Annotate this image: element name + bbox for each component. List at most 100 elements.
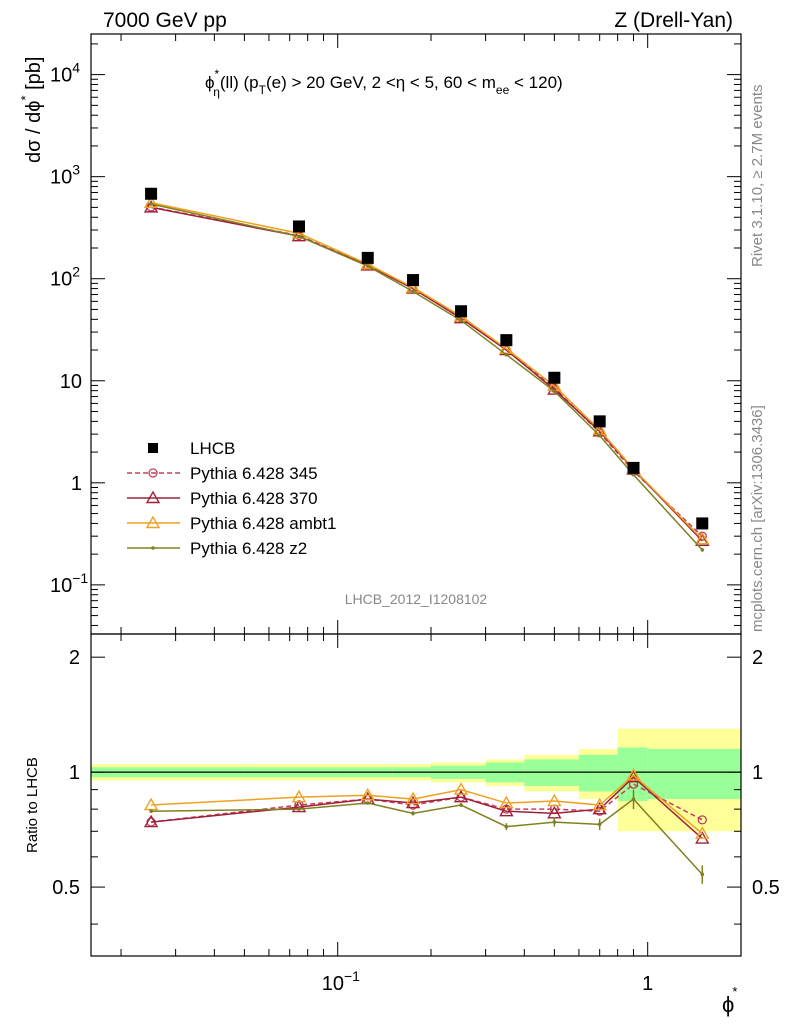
ratio-panel-frame bbox=[90, 633, 742, 957]
legend: LHCB Pythia 6.428 345 Pythia 6.428 370 Pyth… bbox=[127, 439, 336, 558]
ratio-y-tick-label-right: 1 bbox=[752, 762, 763, 784]
ratio-y-tick-label: 1 bbox=[69, 762, 80, 784]
title-part-c: < 120) bbox=[509, 73, 562, 92]
legend-marker bbox=[148, 443, 158, 453]
ratio-band-stat bbox=[647, 748, 741, 800]
legend-label: LHCB bbox=[190, 439, 235, 458]
main-series-layer bbox=[143, 187, 710, 552]
ratio-line-4 bbox=[151, 798, 703, 875]
main-y-tick-label: 102 bbox=[50, 264, 80, 291]
series-line-1 bbox=[150, 206, 703, 537]
ratio-uncertainty-bands bbox=[91, 728, 741, 832]
series-point-2 bbox=[695, 533, 710, 547]
ratio-y-tick-label-right: 0.5 bbox=[752, 877, 780, 899]
ratio-point-3 bbox=[405, 791, 421, 805]
lhcb-data-point bbox=[627, 461, 640, 474]
ratio-point-3 bbox=[499, 795, 514, 809]
series-point-4 bbox=[459, 318, 463, 323]
ratio-y-tick-label: 0.5 bbox=[52, 877, 80, 899]
x-tick-label: 1 bbox=[642, 973, 653, 995]
ratio-point-3 bbox=[547, 793, 562, 807]
lhcb-data-point bbox=[292, 220, 305, 233]
ratio-point-3 bbox=[695, 826, 710, 839]
lhcb-data-point bbox=[407, 274, 420, 287]
series-line-3 bbox=[150, 202, 703, 540]
ratio-y-tick-label: 2 bbox=[69, 647, 80, 669]
main-y-tick-label: 10−1 bbox=[50, 570, 88, 597]
ratio-point-3 bbox=[592, 797, 607, 811]
series-point-4 bbox=[411, 289, 415, 294]
series-point-3 bbox=[143, 195, 159, 208]
legend-label: Pythia 6.428 370 bbox=[190, 489, 318, 508]
analysis-watermark: LHCB_2012_I1208102 bbox=[345, 591, 488, 607]
ratio-point-3 bbox=[626, 768, 641, 781]
ylabel-star: * bbox=[18, 95, 33, 100]
title-sub-t: T bbox=[259, 83, 267, 97]
series-point-4 bbox=[552, 389, 557, 394]
lhcb-data-point bbox=[593, 415, 606, 428]
main-y-tick-label: 10 bbox=[60, 371, 82, 393]
series-point-4 bbox=[504, 352, 509, 357]
series-point-3 bbox=[695, 531, 710, 545]
ylabel-text: dσ / dϕ bbox=[23, 101, 45, 163]
lhcb-data-point bbox=[696, 517, 709, 530]
ratio-band-stat bbox=[578, 754, 618, 792]
ratio-point-2 bbox=[592, 801, 607, 815]
lhcb-data-point bbox=[145, 187, 158, 200]
title-star: * bbox=[215, 67, 220, 81]
lhcb-data-point bbox=[500, 334, 513, 347]
legend-label: Pythia 6.428 ambt1 bbox=[190, 514, 336, 533]
ratio-point-2 bbox=[143, 814, 159, 828]
ratio-panel-content bbox=[143, 768, 710, 884]
main-panel-frame bbox=[90, 33, 742, 635]
series-point-4 bbox=[149, 202, 153, 206]
lhcb-data-point bbox=[548, 371, 561, 384]
series-point-4 bbox=[597, 433, 602, 438]
ratio-point-2 bbox=[499, 803, 514, 817]
header-right: Z (Drell-Yan) bbox=[614, 9, 733, 32]
ratio-point-1 bbox=[697, 815, 707, 825]
main-y-tick-label: 104 bbox=[50, 60, 80, 87]
rivet-version-label: Rivet 3.1.10, ≥ 2.7M events bbox=[749, 85, 766, 268]
legend-label: Pythia 6.428 345 bbox=[190, 464, 318, 483]
ratio-y-axis-label: Ratio to LHCB bbox=[24, 757, 41, 853]
legend-marker bbox=[145, 515, 161, 529]
main-y-axis-label: dσ / dϕ* [pb] bbox=[18, 57, 45, 163]
xlabel-phi: ϕ bbox=[722, 992, 734, 1017]
ratio-line-1 bbox=[150, 783, 703, 823]
ratio-point-2 bbox=[453, 789, 469, 803]
series-point-4 bbox=[700, 548, 705, 552]
x-axis-label: ϕ* bbox=[722, 984, 737, 1017]
mcplots-reference-label: mcplots.cern.ch [arXiv:1306.3436] bbox=[749, 405, 766, 632]
ratio-point-2 bbox=[626, 769, 641, 783]
header-left: 7000 GeV pp bbox=[103, 9, 227, 32]
ratio-point-2 bbox=[405, 795, 421, 809]
ratio-line-2 bbox=[151, 776, 703, 840]
title-eta: η bbox=[213, 85, 220, 99]
lhcb-data-point bbox=[455, 305, 468, 318]
series-point-4 bbox=[297, 234, 301, 239]
x-tick-label: 10−1 bbox=[322, 968, 360, 995]
series-line-4 bbox=[150, 203, 703, 551]
ratio-y-tick-label-right: 2 bbox=[752, 647, 763, 669]
ratio-point-2 bbox=[291, 799, 307, 813]
ratio-line-3 bbox=[151, 774, 703, 835]
ratio-point-3 bbox=[360, 787, 375, 801]
legend-marker bbox=[145, 490, 161, 504]
main-y-tick-label: 103 bbox=[50, 162, 80, 189]
ratio-point-3 bbox=[291, 789, 307, 803]
title-sub-ee: ee bbox=[496, 83, 510, 97]
title-part-b: (e) > 20 GeV, 2 <η < 5, 60 < m bbox=[266, 73, 496, 92]
legend-label: Pythia 6.428 z2 bbox=[190, 539, 307, 558]
main-y-tick-label: 1 bbox=[71, 473, 82, 495]
ylabel-unit: [pb] bbox=[23, 57, 45, 96]
lhcb-data-point bbox=[361, 251, 374, 264]
ratio-point-3 bbox=[453, 782, 469, 795]
legend-marker bbox=[151, 546, 155, 550]
title-phi: ϕ bbox=[205, 73, 215, 92]
plot-title: ϕ* η(ll) (pT(e) > 20 GeV, 2 <η < 5, 60 < … bbox=[205, 67, 563, 99]
xlabel-star: * bbox=[732, 984, 737, 999]
legend-marker bbox=[148, 468, 158, 478]
